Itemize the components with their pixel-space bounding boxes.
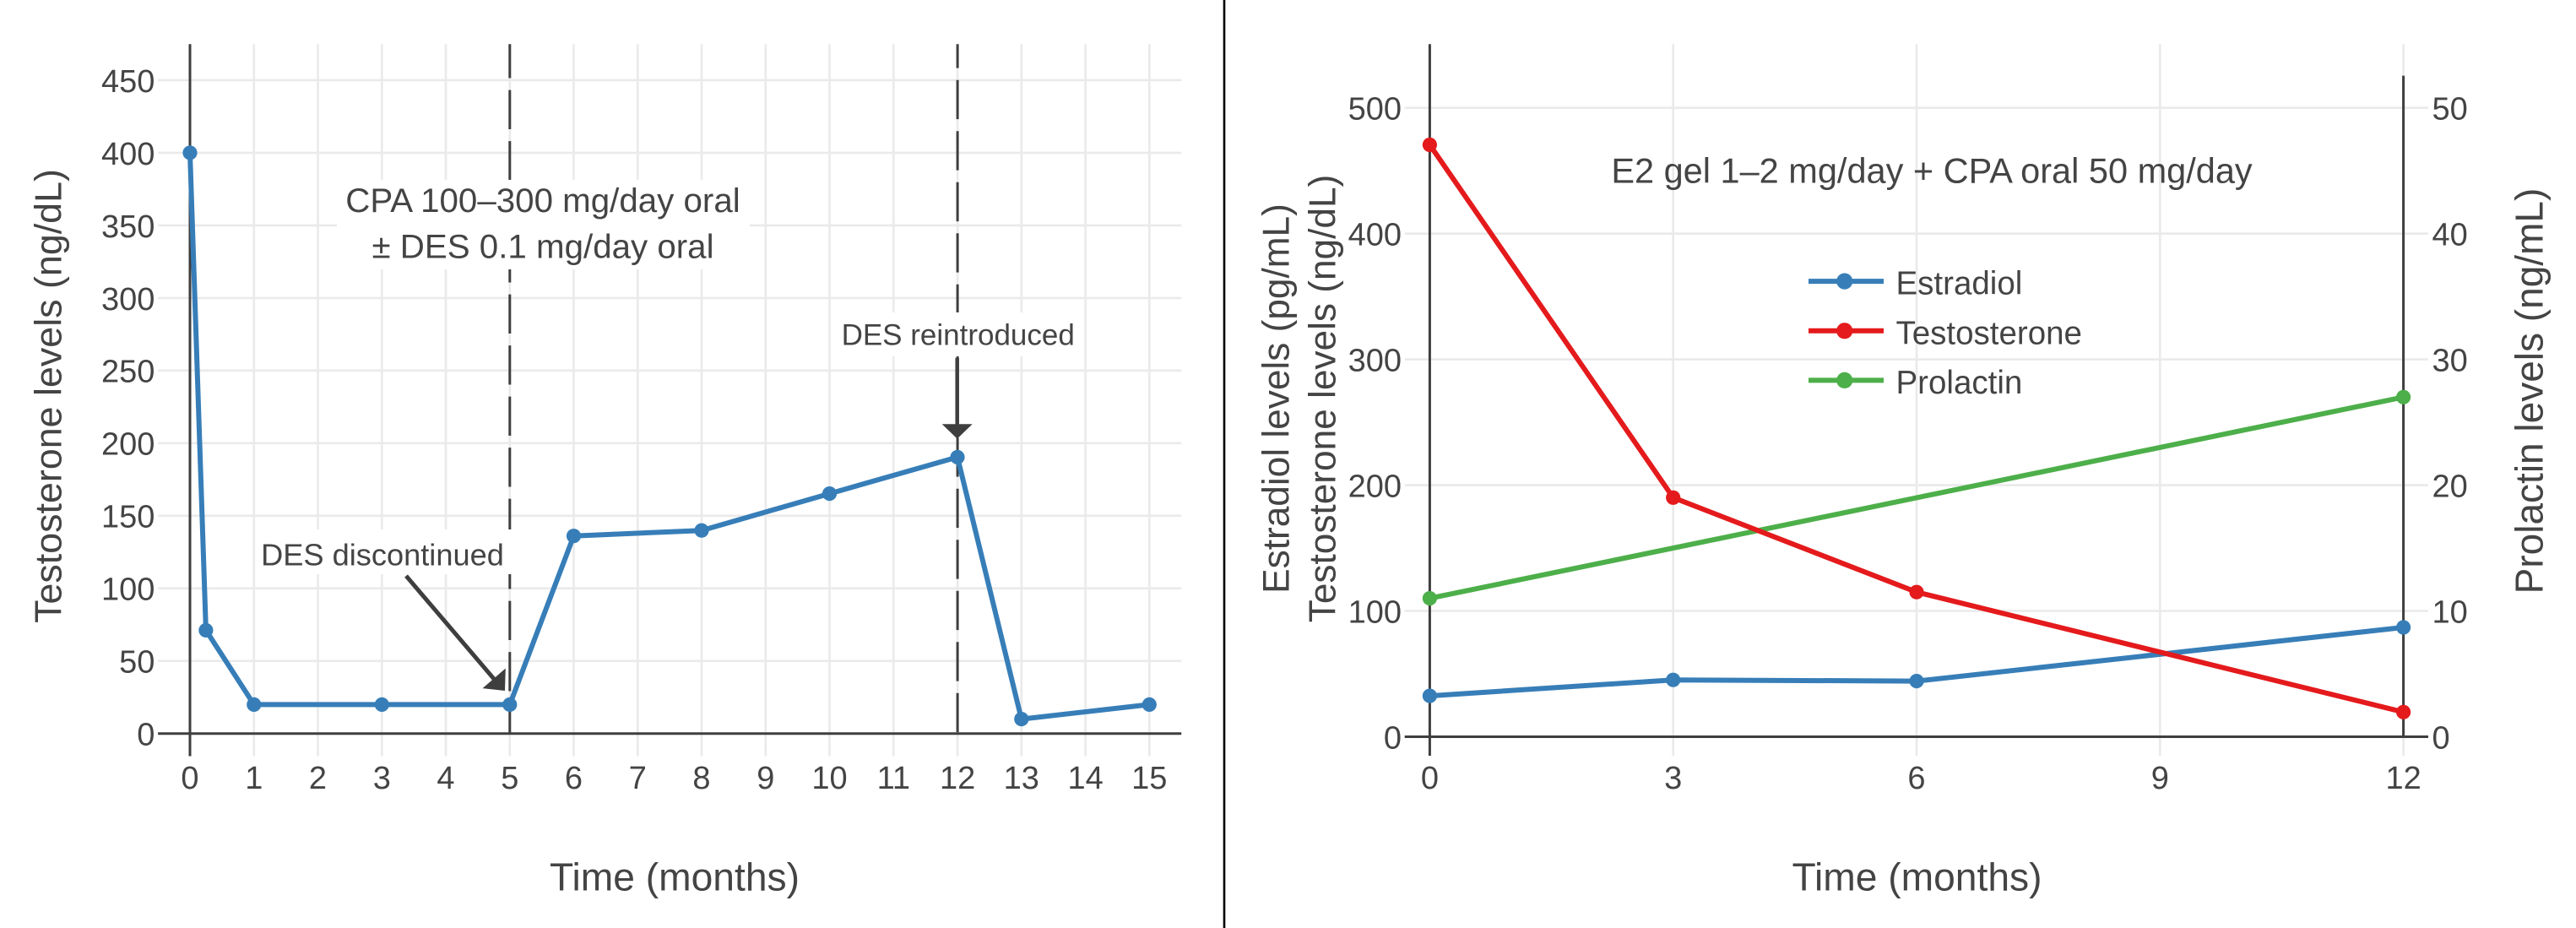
svg-text:13: 13 (1004, 761, 1039, 796)
svg-text:CPA 100–300 mg/day oral: CPA 100–300 mg/day oral (345, 182, 740, 220)
svg-text:100: 100 (1348, 594, 1402, 630)
svg-text:15: 15 (1131, 761, 1167, 796)
svg-text:DES reintroduced: DES reintroduced (842, 318, 1075, 351)
svg-text:± DES 0.1 mg/day oral: ± DES 0.1 mg/day oral (371, 228, 713, 266)
svg-text:0: 0 (1384, 720, 1402, 756)
svg-text:E2 gel 1–2 mg/day + CPA oral 5: E2 gel 1–2 mg/day + CPA oral 50 mg/day (1611, 150, 2253, 190)
svg-text:150: 150 (101, 500, 155, 535)
svg-text:6: 6 (565, 761, 583, 796)
svg-text:0: 0 (2432, 720, 2450, 756)
svg-text:40: 40 (2432, 218, 2468, 253)
svg-text:400: 400 (101, 137, 155, 172)
svg-text:2: 2 (309, 761, 327, 796)
svg-text:200: 200 (101, 427, 155, 463)
svg-text:450: 450 (101, 64, 155, 100)
svg-text:50: 50 (2432, 92, 2468, 128)
svg-text:300: 300 (1348, 344, 1402, 379)
svg-text:9: 9 (757, 761, 774, 796)
svg-text:3: 3 (1664, 761, 1682, 796)
svg-text:Time (months): Time (months) (550, 855, 800, 899)
svg-text:12: 12 (940, 761, 975, 796)
svg-text:9: 9 (2151, 761, 2169, 796)
svg-text:Time (months): Time (months) (1792, 855, 2042, 899)
svg-text:Estradiol levels (pg/mL): Estradiol levels (pg/mL) (1255, 204, 1297, 594)
svg-text:100: 100 (101, 573, 155, 608)
svg-text:10: 10 (811, 761, 847, 796)
svg-text:7: 7 (629, 761, 647, 796)
svg-text:14: 14 (1067, 761, 1103, 796)
svg-text:Estradiol: Estradiol (1896, 266, 2023, 302)
svg-text:0: 0 (137, 718, 155, 753)
svg-text:200: 200 (1348, 469, 1402, 505)
svg-text:10: 10 (2432, 594, 2468, 630)
svg-text:11: 11 (877, 761, 910, 796)
svg-text:6: 6 (1907, 761, 1925, 796)
svg-text:20: 20 (2432, 469, 2468, 505)
svg-text:8: 8 (692, 761, 710, 796)
svg-text:300: 300 (101, 282, 155, 317)
svg-text:3: 3 (373, 761, 391, 796)
svg-text:12: 12 (2385, 761, 2421, 796)
svg-text:4: 4 (437, 761, 454, 796)
svg-text:Prolactin levels (ng/mL): Prolactin levels (ng/mL) (2508, 188, 2552, 594)
svg-text:0: 0 (1421, 761, 1439, 796)
svg-text:5: 5 (501, 761, 518, 796)
svg-text:1: 1 (245, 761, 263, 796)
svg-text:Testosterone levels (ng/dL): Testosterone levels (ng/dL) (28, 169, 70, 623)
svg-text:400: 400 (1348, 218, 1402, 253)
svg-text:Testosterone levels (ng/dL): Testosterone levels (ng/dL) (1303, 175, 1344, 623)
svg-text:DES discontinued: DES discontinued (261, 538, 504, 573)
svg-text:500: 500 (1348, 92, 1402, 128)
svg-text:Prolactin: Prolactin (1896, 365, 2023, 401)
svg-text:Testosterone: Testosterone (1896, 315, 2082, 351)
svg-text:50: 50 (119, 645, 155, 681)
svg-text:0: 0 (181, 761, 198, 796)
svg-text:350: 350 (101, 209, 155, 245)
svg-text:250: 250 (101, 355, 155, 390)
svg-text:30: 30 (2432, 344, 2468, 379)
